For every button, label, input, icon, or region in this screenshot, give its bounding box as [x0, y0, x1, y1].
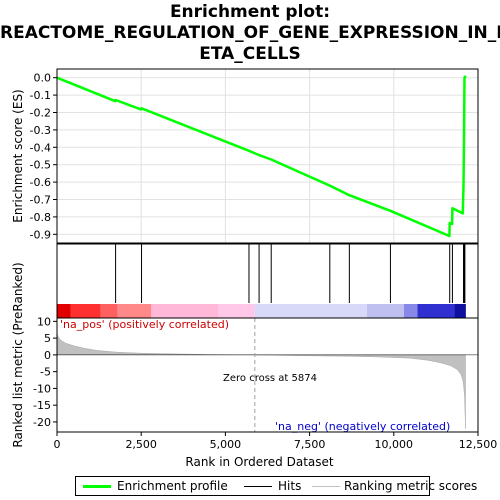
rank-colorbar-segment [417, 304, 455, 318]
rank-colorbar-segment [254, 304, 367, 318]
hits-panel-background [57, 244, 478, 303]
zero-cross-label: Zero cross at 5874 [223, 373, 317, 384]
legend-label-metric: Ranking metric scores [344, 479, 478, 493]
es-ytick-label: -0.3 [30, 124, 51, 137]
ranked-metric-panel: Zero cross at 5874 'na_pos' (positively c… [11, 262, 479, 448]
rank-colorbar-segment [70, 304, 101, 318]
metric-ytick-label: 0 [44, 349, 51, 362]
metric-panel-background [57, 318, 478, 432]
metric-ytick-label: -20 [33, 416, 51, 429]
legend-swatch-hits [244, 486, 272, 487]
neg-correlated-label: 'na_neg' (negatively correlated) [275, 420, 450, 433]
legend-swatch-metric [312, 486, 340, 487]
rank-colorbar-segment [454, 304, 466, 318]
xlabel: Rank in Ordered Dataset [185, 455, 333, 469]
es-ytick-label: -0.4 [30, 141, 51, 154]
es-ytick-label: -0.2 [30, 107, 51, 120]
es-ytick-label: 0.0 [34, 72, 52, 85]
chart-title-line-3: ETA_CELLS [199, 44, 301, 64]
rank-colorbar-segment [366, 304, 404, 318]
pos-correlated-label: 'na_pos' (positively correlated) [60, 318, 229, 331]
enrichment-panel-frame [56, 68, 479, 244]
legend: Enrichment profile Hits Ranking metric s… [75, 476, 477, 496]
legend-label-hits: Hits [278, 479, 302, 493]
rank-colorbar-segment [117, 304, 152, 318]
enrichment-profile-line [56, 75, 467, 238]
metric-ytick-label: 5 [44, 332, 51, 345]
metric-ytick-label: 10 [37, 315, 51, 328]
rank-colorbar-segment [218, 304, 255, 318]
es-ytick-label: -0.6 [30, 176, 51, 189]
rank-colorbar-segment [151, 304, 219, 318]
metric-ytick-label: -5 [40, 366, 51, 379]
metric-ylabel: Ranked list metric (PreRanked) [11, 262, 25, 447]
enrichment-panel-background [57, 69, 478, 243]
legend-label-enrichment: Enrichment profile [117, 479, 228, 493]
xtick-label: 0 [54, 438, 61, 451]
chart-title-line-2: REACTOME_REGULATION_OF_GENE_EXPRESSION_I… [0, 23, 500, 43]
ranking-metric-area [56, 333, 466, 429]
metric-panel-frame [56, 317, 479, 433]
metric-ytick-label: -15 [33, 399, 51, 412]
rank-colorbar-segment [57, 304, 71, 318]
xtick-label: 5,000 [210, 438, 242, 451]
axes: 0 2,500 5,000 7,500 10,000 12,500 Rank in Orde… [54, 432, 498, 469]
xtick-label: 10,000 [375, 438, 414, 451]
xtick-label: 7,500 [294, 438, 326, 451]
es-ylabel: Enrichment score (ES) [11, 89, 25, 222]
es-ytick-label: -0.9 [30, 228, 51, 241]
es-ytick-label: -0.8 [30, 211, 51, 224]
es-ytick-label: -0.5 [30, 159, 51, 172]
hits-panel [56, 243, 479, 319]
rank-colorbar-segment [100, 304, 118, 318]
xtick-label: 12,500 [459, 438, 498, 451]
enrichment-panel: 0.0 -0.1 -0.2 -0.3 -0.4 -0.5 -0.6 -0.7 -0.8 -0.9 E… [11, 68, 479, 244]
legend-swatch-enrichment [83, 485, 111, 488]
metric-ytick-label: -10 [33, 382, 51, 395]
chart-title-line-1: Enrichment plot: [169, 2, 331, 22]
xtick-label: 2,500 [125, 438, 157, 451]
rank-colorbar-segment [403, 304, 418, 318]
es-ytick-label: -0.1 [30, 89, 51, 102]
es-ytick-label: -0.7 [30, 194, 51, 207]
